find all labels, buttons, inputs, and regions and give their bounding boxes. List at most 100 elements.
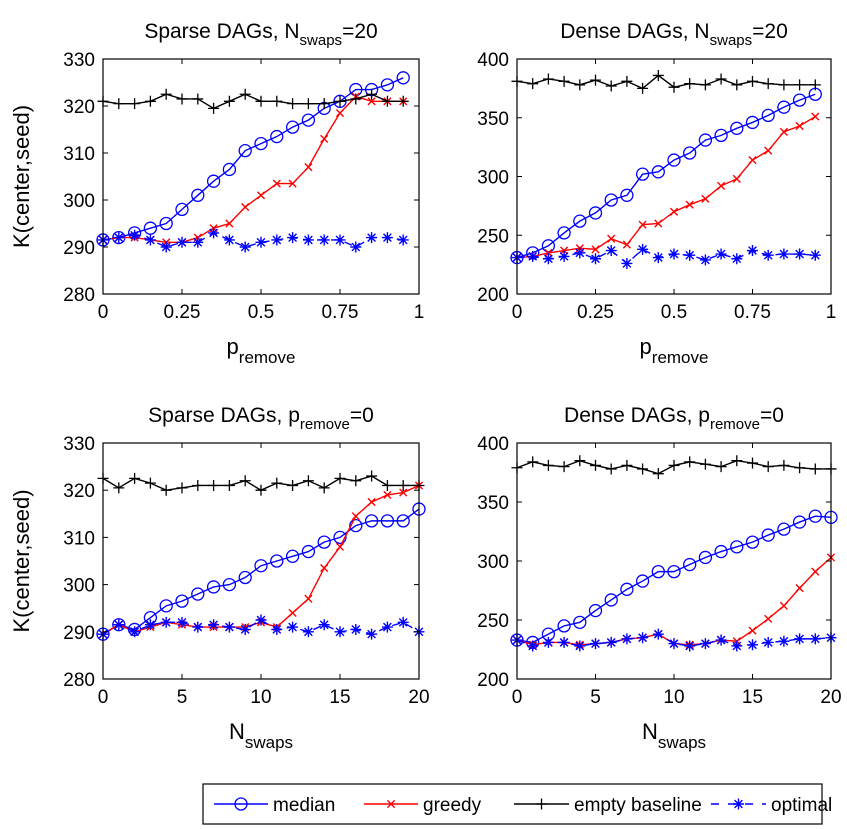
point-optimal xyxy=(350,623,362,635)
point-baseline xyxy=(223,479,235,491)
y-tick-label: 290 xyxy=(63,238,95,259)
x-tick-label: 5 xyxy=(590,687,601,708)
x-tick-label: 15 xyxy=(742,687,763,708)
point-optimal xyxy=(527,250,539,262)
point-optimal xyxy=(208,227,220,239)
point-median xyxy=(792,515,807,529)
point-optimal xyxy=(558,636,570,648)
x-tick-label: 5 xyxy=(177,687,188,708)
point-greedy xyxy=(256,191,266,200)
point-baseline xyxy=(621,459,633,471)
point-optimal xyxy=(350,241,362,253)
point-median xyxy=(730,121,744,135)
point-optimal xyxy=(192,236,204,248)
point-optimal xyxy=(144,619,156,631)
point-greedy xyxy=(795,121,804,131)
legend: median greedy empty baseline optimal xyxy=(202,783,832,825)
point-median xyxy=(808,509,822,523)
point-baseline xyxy=(699,458,711,470)
x-tick-label: 0 xyxy=(98,687,109,708)
point-median xyxy=(557,226,571,240)
point-optimal xyxy=(731,640,743,652)
point-median xyxy=(620,188,634,202)
point-optimal xyxy=(809,633,821,645)
point-baseline xyxy=(542,459,554,471)
chart-title: Sparse DAGs, premove=0 xyxy=(148,404,374,433)
point-optimal xyxy=(527,640,539,652)
series-markers-optimal xyxy=(97,227,409,253)
x-tick-label: 20 xyxy=(820,687,841,708)
y-tick-label: 290 xyxy=(63,623,95,644)
point-baseline xyxy=(271,477,283,489)
point-baseline xyxy=(192,479,204,491)
point-greedy xyxy=(367,497,376,507)
point-optimal xyxy=(271,234,283,246)
point-median xyxy=(175,202,189,217)
point-median xyxy=(667,564,681,579)
point-median xyxy=(698,133,713,147)
point-baseline xyxy=(590,459,601,471)
point-median xyxy=(175,594,189,608)
point-optimal xyxy=(699,254,711,266)
point-baseline xyxy=(318,98,330,110)
point-baseline xyxy=(652,468,664,480)
point-median xyxy=(683,557,697,572)
x-tick-label: 20 xyxy=(408,687,429,708)
point-optimal xyxy=(381,621,393,633)
point-baseline xyxy=(239,88,251,100)
x-tick-label: 0.25 xyxy=(577,302,614,323)
point-optimal xyxy=(176,616,188,628)
point-greedy xyxy=(779,601,788,610)
point-baseline xyxy=(652,69,664,81)
point-median xyxy=(301,113,316,127)
point-baseline xyxy=(715,461,727,473)
point-optimal xyxy=(590,638,601,650)
point-median xyxy=(604,193,618,207)
point-greedy xyxy=(241,202,250,212)
point-greedy xyxy=(732,174,741,183)
y-tick-label: 250 xyxy=(477,611,509,632)
point-median xyxy=(635,167,650,181)
point-optimal xyxy=(334,234,346,246)
series-line-median xyxy=(102,77,404,241)
point-median xyxy=(270,554,284,568)
legend-item-greedy: greedy xyxy=(364,795,482,816)
point-optimal xyxy=(794,248,806,260)
point-median xyxy=(745,535,760,549)
point-baseline xyxy=(558,75,570,87)
point-median xyxy=(191,188,205,202)
legend-item-optimal: optimal xyxy=(711,795,832,816)
point-baseline xyxy=(129,98,141,110)
point-baseline xyxy=(223,95,235,107)
x-tick-label: 0 xyxy=(98,302,109,323)
point-optimal xyxy=(668,638,680,650)
series-layer xyxy=(510,69,822,269)
point-median xyxy=(396,514,410,528)
point-baseline xyxy=(350,93,362,105)
point-baseline xyxy=(542,73,554,85)
point-greedy xyxy=(560,246,569,255)
point-optimal xyxy=(747,245,758,257)
point-baseline xyxy=(684,78,696,90)
point-median xyxy=(651,564,665,579)
point-optimal xyxy=(302,626,314,638)
point-optimal xyxy=(366,628,378,640)
series-line-greedy xyxy=(516,115,816,259)
point-baseline xyxy=(160,484,172,496)
point-baseline xyxy=(527,78,539,90)
point-median xyxy=(206,580,221,594)
point-median xyxy=(191,587,205,601)
legend-label: median xyxy=(273,795,335,816)
point-baseline xyxy=(731,79,743,91)
y-tick-label: 320 xyxy=(63,97,95,118)
y-tick-label: 350 xyxy=(477,493,509,514)
point-greedy xyxy=(795,584,804,593)
point-baseline xyxy=(762,461,774,473)
point-greedy xyxy=(544,248,553,257)
point-greedy xyxy=(811,112,820,121)
y-tick-label: 300 xyxy=(63,576,95,597)
series-markers-optimal xyxy=(511,243,821,269)
point-optimal xyxy=(637,243,649,255)
series-line-optimal xyxy=(102,619,420,635)
point-greedy xyxy=(288,179,297,188)
